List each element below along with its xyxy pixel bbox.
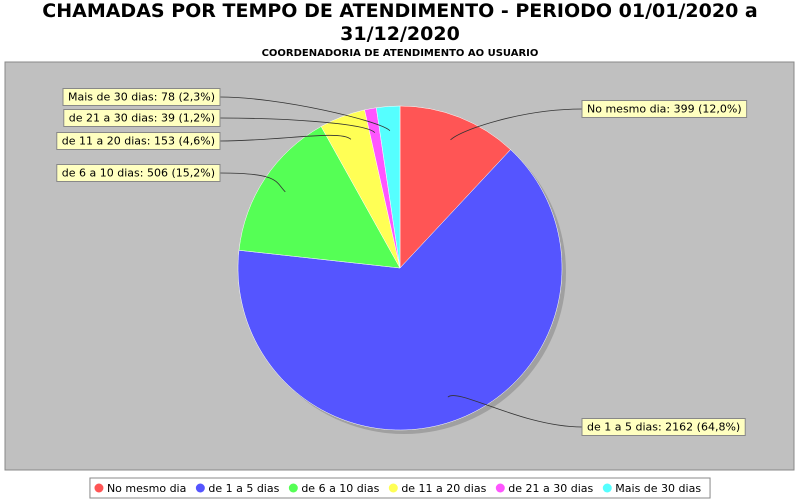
label-text: No mesmo dia: 399 (12,0%) xyxy=(587,103,742,116)
leader-line xyxy=(447,395,583,428)
legend-marker xyxy=(388,483,398,493)
legend-label: de 21 a 30 dias xyxy=(508,482,593,495)
slice-label: de 11 a 20 dias: 153 (4,6%) xyxy=(56,132,221,150)
leader-line xyxy=(450,108,583,141)
chart-title: CHAMADAS POR TEMPO DE ATENDIMENTO - PERI… xyxy=(42,0,758,45)
legend-box xyxy=(89,477,711,499)
pie-slice xyxy=(238,126,401,269)
legend-marker xyxy=(495,483,505,493)
leader-line xyxy=(219,96,391,131)
label-text: Mais de 30 dias: 78 (2,3%) xyxy=(68,91,215,104)
legend-marker xyxy=(195,483,205,493)
label-box xyxy=(56,164,221,182)
label-text: de 11 a 20 dias: 153 (4,6%) xyxy=(62,135,215,148)
chart-subtitle: COORDENADORIA DE ATENDIMENTO AO USUARIO xyxy=(261,48,539,59)
slice-label: de 6 a 10 dias: 506 (15,2%) xyxy=(56,164,221,182)
label-box xyxy=(62,88,221,106)
label-text: de 1 a 5 dias: 2162 (64,8%) xyxy=(587,421,740,434)
slice-label: No mesmo dia: 399 (12,0%) xyxy=(581,100,748,118)
legend-label: Mais de 30 dias xyxy=(615,482,701,495)
pie-slice xyxy=(399,105,511,269)
legend-label: No mesmo dia xyxy=(107,482,186,495)
legend-marker xyxy=(288,483,298,493)
label-box xyxy=(581,418,746,436)
legend: No mesmo dia de 1 a 5 dias de 6 a 10 dias d… xyxy=(89,477,711,499)
pie-slice xyxy=(376,105,401,269)
label-text: de 6 a 10 dias: 506 (15,2%) xyxy=(62,167,215,180)
leader-line xyxy=(219,134,352,142)
legend-label: de 6 a 10 dias xyxy=(301,482,379,495)
slice-label: Mais de 30 dias: 78 (2,3%) xyxy=(62,88,221,106)
leader-line xyxy=(219,172,286,193)
label-box xyxy=(581,100,748,118)
legend-marker xyxy=(602,483,612,493)
slice-label: de 21 a 30 dias: 39 (1,2%) xyxy=(63,109,221,127)
label-box xyxy=(63,109,221,127)
pie-slice xyxy=(237,149,563,431)
legend-label: de 11 a 20 dias xyxy=(401,482,486,495)
legend-marker xyxy=(94,483,104,493)
leader-line xyxy=(219,117,376,133)
slice-label: de 1 a 5 dias: 2162 (64,8%) xyxy=(581,418,746,436)
label-box xyxy=(56,132,221,150)
legend-label: de 1 a 5 dias xyxy=(208,482,279,495)
label-text: de 21 a 30 dias: 39 (1,2%) xyxy=(69,112,215,125)
